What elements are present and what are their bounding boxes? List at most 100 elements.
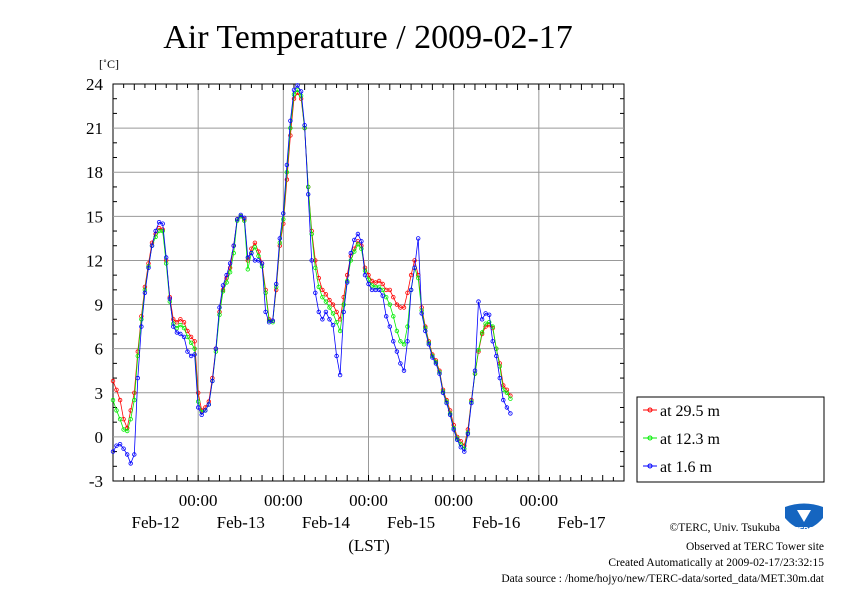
legend-box (636, 396, 825, 483)
data-point (501, 397, 506, 403)
data-point (117, 417, 123, 422)
data-point (291, 87, 297, 93)
data-point (174, 320, 180, 325)
data-point (476, 347, 481, 353)
data-point (174, 330, 180, 335)
data-point (181, 325, 187, 331)
data-point (263, 309, 268, 315)
data-point (380, 281, 385, 287)
legend: at 29.5 m at 12.3 m at 1.6 m (636, 396, 825, 483)
data-point (163, 255, 169, 260)
data-point (231, 243, 236, 248)
y-tick-label: 18 (86, 163, 103, 182)
data-point (274, 281, 279, 287)
y-tick-label: -3 (89, 472, 103, 491)
data-point (203, 408, 208, 413)
data-point (327, 317, 332, 322)
data-point (412, 258, 417, 263)
data-point (110, 449, 116, 454)
data-point (309, 231, 314, 237)
credit-copyright: ©TERC, Univ. Tsukuba (670, 522, 780, 534)
data-point (309, 258, 314, 263)
data-point (437, 371, 442, 376)
data-point (458, 445, 463, 450)
data-point (132, 390, 137, 395)
data-point (153, 228, 158, 234)
data-point (249, 250, 254, 256)
data-point (444, 400, 449, 406)
data-point (256, 258, 261, 263)
credit-observed: Observed at TERC Tower site (686, 541, 824, 553)
data-point (330, 302, 336, 307)
data-point (110, 397, 116, 403)
data-point (426, 342, 431, 347)
data-point (313, 265, 318, 270)
data-point (281, 211, 286, 216)
data-point (199, 412, 204, 417)
data-point (224, 280, 229, 285)
data-point (132, 397, 137, 403)
data-point (376, 287, 382, 293)
data-point (497, 375, 502, 381)
data-point (440, 390, 446, 395)
data-point (330, 311, 336, 316)
data-point (369, 278, 375, 284)
x-tick-time: 00:00 (264, 491, 303, 510)
y-tick-label: 12 (86, 251, 103, 270)
x-tick-date: Feb-13 (217, 513, 265, 532)
data-point (472, 368, 478, 373)
data-point (391, 339, 396, 344)
data-point (479, 330, 485, 335)
data-point (451, 427, 456, 432)
data-point (181, 334, 187, 340)
data-point (416, 236, 421, 241)
data-point (142, 290, 148, 295)
data-point (369, 283, 375, 288)
data-point (384, 314, 389, 319)
data-point (284, 162, 290, 168)
x-tick-date: Feb-12 (131, 513, 179, 532)
data-point (348, 258, 353, 263)
data-point (139, 324, 144, 329)
legend-marker (647, 407, 653, 413)
data-point (345, 280, 350, 285)
data-point (408, 287, 414, 293)
data-point (195, 405, 201, 410)
data-point (252, 240, 258, 245)
legend-label: at 1.6 m (660, 459, 713, 476)
data-point (479, 317, 485, 322)
data-point (288, 133, 293, 138)
data-point (188, 340, 194, 345)
data-point (508, 411, 513, 416)
data-point (174, 325, 180, 331)
data-point (330, 322, 336, 328)
data-point (149, 243, 155, 248)
data-point (135, 375, 140, 381)
data-point (334, 353, 339, 359)
x-tick-time: 00:00 (179, 491, 218, 510)
data-point (313, 290, 318, 295)
data-point (249, 246, 254, 251)
y-tick-label: 0 (95, 428, 104, 447)
data-point (394, 328, 400, 334)
data-point (284, 177, 290, 182)
data-point (320, 287, 325, 293)
data-point (117, 442, 123, 447)
data-point (376, 284, 382, 290)
data-point (334, 320, 339, 325)
data-point (483, 324, 488, 329)
data-point (195, 390, 201, 395)
data-point (408, 272, 414, 278)
data-point (398, 361, 403, 366)
data-point (270, 318, 275, 323)
y-tick-label: 9 (95, 296, 104, 315)
data-point (121, 446, 126, 451)
data-point (323, 309, 329, 315)
data-point (327, 305, 332, 310)
data-point (171, 317, 176, 322)
y-axis-label: [˚C] (99, 57, 119, 71)
data-point (167, 296, 172, 301)
data-point (124, 428, 130, 434)
data-point (323, 292, 329, 297)
